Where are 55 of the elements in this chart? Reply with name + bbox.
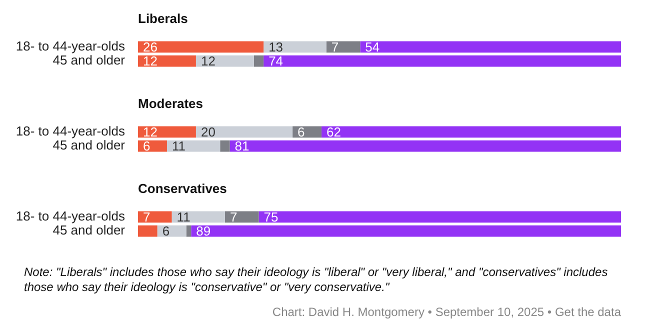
bar	[186, 225, 192, 237]
bar	[254, 55, 264, 67]
y-tick-label: 45 and older	[52, 222, 126, 238]
bar	[138, 126, 196, 138]
bar	[196, 55, 254, 67]
chart-title: Moderates	[138, 95, 204, 112]
y-tick-label: 18- to 44-year-olds	[16, 123, 126, 138]
text: Chart: David H. Montgomery • September 10, 2025 • Get the data	[271, 305, 621, 319]
y-tick-label: 18- to 44-year-olds	[16, 38, 126, 54]
bar	[264, 55, 621, 67]
data-label: 62	[326, 124, 342, 140]
y-tick-label: 18- to 44-year-olds	[16, 208, 126, 224]
bar	[230, 140, 621, 152]
y-tick-label: 45 and older	[52, 52, 126, 68]
bar	[191, 225, 621, 237]
data-label: 75	[264, 209, 278, 224]
bar	[258, 211, 621, 223]
data-label: 11	[176, 209, 190, 224]
bar	[264, 41, 326, 53]
bar	[138, 140, 167, 152]
data-label: 89	[196, 224, 211, 239]
bar	[360, 41, 621, 53]
y-tick-label: 45 and older	[52, 138, 126, 153]
bar	[224, 211, 259, 223]
data-label: 12	[143, 54, 158, 69]
bar	[220, 140, 230, 152]
data-label: 6	[143, 138, 150, 154]
data-label: 74	[268, 54, 284, 69]
bar	[157, 225, 186, 237]
data-label: 7	[143, 209, 150, 224]
data-label: 26	[143, 39, 158, 54]
bar	[166, 140, 220, 152]
bar	[322, 126, 621, 138]
data-label: 13	[268, 39, 284, 54]
bar	[138, 211, 172, 223]
chart-title: Conservatives	[138, 180, 228, 197]
data-label: 6	[162, 224, 170, 239]
data-label: 7	[331, 39, 339, 54]
bar	[138, 225, 158, 237]
data-label: 11	[172, 138, 186, 154]
bar	[138, 55, 196, 67]
data-label: 7	[230, 209, 238, 224]
data-label: 6	[298, 124, 305, 140]
data-label: 12	[143, 124, 158, 140]
bar	[138, 41, 264, 53]
bar	[292, 126, 322, 138]
bar	[326, 41, 360, 53]
data-label: 12	[200, 54, 216, 69]
bar	[172, 211, 225, 223]
data-label: 20	[200, 124, 216, 140]
text: Note: "Liberals" includes those who say their ideology is "liberal" or "very liberal," and "conservatives" includes those who say their ideology is "conservative" or "very conservative."	[24, 265, 609, 295]
chart-title: Liberals	[138, 10, 189, 27]
data-label: 81	[234, 138, 250, 154]
bar	[196, 126, 293, 138]
data-label: 54	[365, 39, 380, 54]
